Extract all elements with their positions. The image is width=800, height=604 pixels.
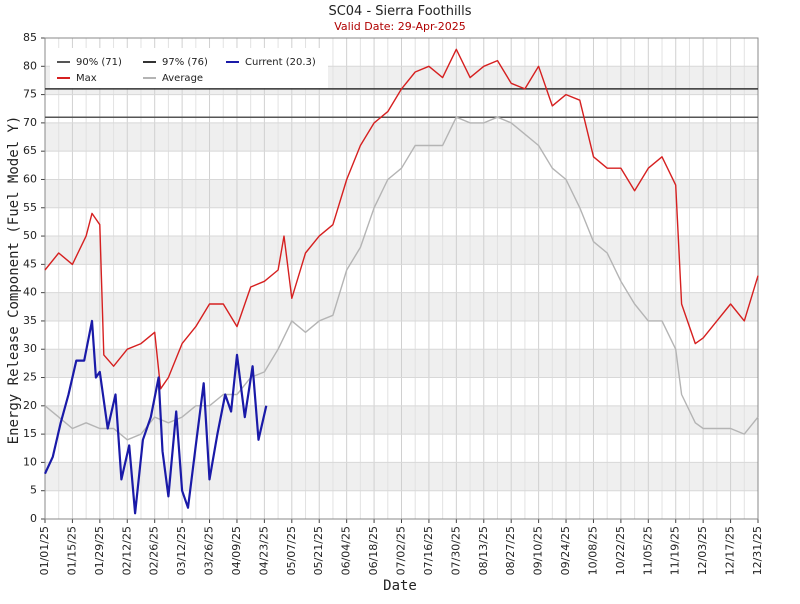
chart-title: SC04 - Sierra Foothills — [328, 4, 471, 19]
y-tick-label: 30 — [23, 342, 37, 355]
x-tick-label: 05/07/25 — [285, 526, 298, 575]
series-line — [44, 116, 759, 441]
y-tick-label: 70 — [23, 116, 37, 129]
x-tick-label: 03/26/25 — [203, 526, 216, 575]
x-tick-label: 02/26/25 — [148, 526, 161, 575]
x-tick-label: 09/10/25 — [532, 526, 545, 575]
legend-box — [50, 48, 328, 88]
x-tick-label: 11/19/25 — [669, 526, 682, 575]
legend-label: Average — [162, 73, 203, 84]
y-tick-label: 25 — [23, 371, 37, 384]
y-tick-label: 10 — [23, 455, 37, 468]
series-line — [44, 48, 759, 390]
legend-label: 90% (71) — [76, 57, 122, 68]
x-tick-label: 05/21/25 — [312, 526, 325, 575]
y-tick-label: 85 — [23, 31, 37, 44]
x-tick-label: 12/03/25 — [696, 526, 709, 575]
y-tick-label: 15 — [23, 427, 37, 440]
x-axis-label: Date — [383, 578, 417, 594]
x-tick-label: 04/09/25 — [230, 526, 243, 575]
series-line — [44, 319, 268, 515]
y-tick-label: 35 — [23, 314, 37, 327]
x-tick-label: 11/05/25 — [641, 526, 654, 575]
y-tick-label: 45 — [23, 257, 37, 270]
legend-label: Max — [76, 73, 97, 84]
x-tick-label: 07/30/25 — [449, 526, 462, 575]
y-axis-label: Energy Release Component (Fuel Model Y) — [6, 116, 22, 445]
x-tick-label: 12/17/25 — [724, 526, 737, 575]
x-tick-label: 01/15/25 — [65, 526, 78, 575]
x-tick-label: 02/12/25 — [120, 526, 133, 575]
y-tick-label: 80 — [23, 59, 37, 72]
x-tick-label: 06/04/25 — [340, 526, 353, 575]
y-tick-label: 40 — [23, 286, 37, 299]
x-tick-label: 06/18/25 — [367, 526, 380, 575]
x-tick-label: 07/16/25 — [422, 526, 435, 575]
legend-label: Current (20.3) — [245, 57, 316, 68]
y-tick-label: 5 — [30, 484, 37, 497]
x-tick-label: 08/13/25 — [477, 526, 490, 575]
x-tick-label: 07/02/25 — [395, 526, 408, 575]
x-tick-label: 08/27/25 — [504, 526, 517, 575]
y-tick-label: 60 — [23, 172, 37, 185]
y-tick-label: 0 — [30, 512, 37, 525]
plot-frame — [44, 37, 759, 520]
y-tick-label: 55 — [23, 201, 37, 214]
x-tick-label: 09/24/25 — [559, 526, 572, 575]
y-tick-label: 65 — [23, 144, 37, 157]
x-tick-label: 10/08/25 — [586, 526, 599, 575]
x-tick-label: 12/31/25 — [751, 526, 764, 575]
x-tick-label: 04/23/25 — [257, 526, 270, 575]
y-tick-label: 50 — [23, 229, 37, 242]
x-tick-label: 01/29/25 — [93, 526, 106, 575]
x-tick-label: 01/01/25 — [38, 526, 51, 575]
y-tick-label: 75 — [23, 88, 37, 101]
x-tick-label: 10/22/25 — [614, 526, 627, 575]
x-tick-label: 03/12/25 — [175, 526, 188, 575]
chart-subtitle: Valid Date: 29-Apr-2025 — [334, 20, 466, 33]
legend-label: 97% (76) — [162, 57, 208, 68]
y-tick-label: 20 — [23, 399, 37, 412]
